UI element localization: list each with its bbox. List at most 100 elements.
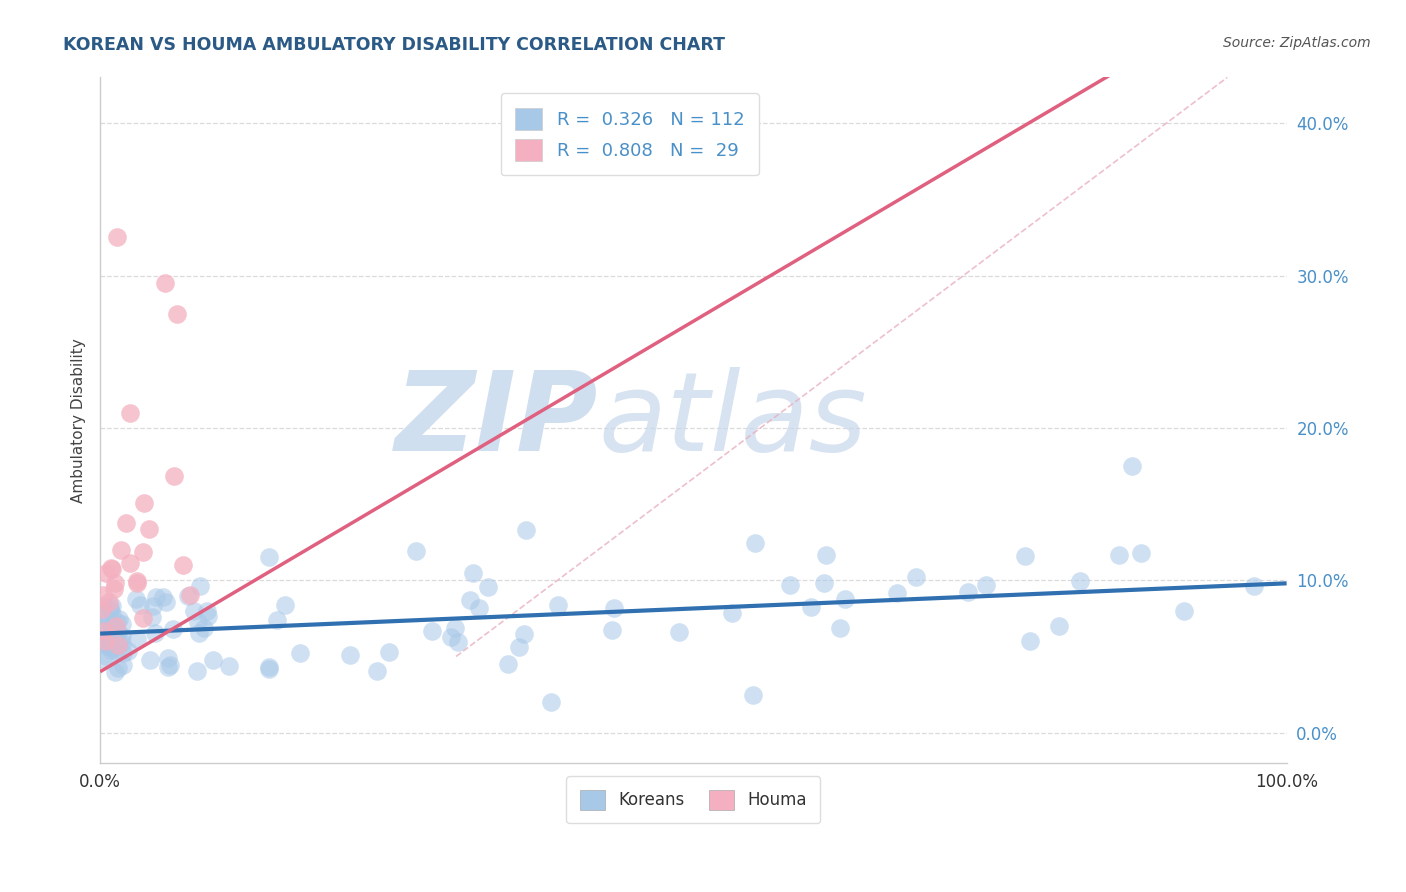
Point	[103, 582, 125, 597]
Point	[195, 604, 218, 618]
Point	[96, 640, 118, 654]
Point	[886, 586, 908, 600]
Point	[547, 598, 569, 612]
Point	[132, 544, 155, 558]
Point	[814, 549, 837, 563]
Point	[152, 590, 174, 604]
Point	[93, 624, 115, 638]
Point	[131, 611, 153, 625]
Point	[156, 659, 179, 673]
Point	[101, 562, 124, 576]
Point	[834, 592, 856, 607]
Point	[266, 613, 288, 627]
Point	[904, 570, 927, 584]
Point	[103, 629, 125, 643]
Point	[105, 615, 128, 630]
Text: atlas: atlas	[599, 367, 868, 474]
Point	[188, 626, 211, 640]
Point	[107, 661, 129, 675]
Point	[156, 651, 179, 665]
Point	[177, 589, 200, 603]
Point	[721, 606, 744, 620]
Point	[162, 623, 184, 637]
Point	[600, 623, 623, 637]
Point	[143, 625, 166, 640]
Point	[603, 600, 626, 615]
Point	[105, 643, 128, 657]
Point	[461, 566, 484, 581]
Point	[107, 638, 129, 652]
Point	[405, 543, 427, 558]
Point	[111, 617, 134, 632]
Point	[974, 578, 997, 592]
Point	[1069, 574, 1091, 588]
Point	[111, 658, 134, 673]
Point	[741, 688, 763, 702]
Point	[94, 635, 117, 649]
Point	[104, 665, 127, 679]
Point	[378, 645, 401, 659]
Point	[420, 624, 443, 639]
Point	[813, 576, 835, 591]
Text: ZIP: ZIP	[395, 367, 599, 474]
Point	[172, 558, 194, 572]
Point	[96, 615, 118, 630]
Point	[477, 580, 499, 594]
Point	[166, 307, 188, 321]
Text: Source: ZipAtlas.com: Source: ZipAtlas.com	[1223, 36, 1371, 50]
Point	[101, 599, 124, 613]
Point	[1121, 458, 1143, 473]
Point	[127, 574, 149, 588]
Point	[91, 588, 114, 602]
Point	[179, 588, 201, 602]
Point	[101, 607, 124, 621]
Point	[125, 591, 148, 606]
Point	[828, 621, 851, 635]
Point	[257, 662, 280, 676]
Y-axis label: Ambulatory Disability: Ambulatory Disability	[72, 338, 86, 503]
Point	[155, 595, 177, 609]
Point	[513, 627, 536, 641]
Point	[105, 618, 128, 632]
Point	[138, 522, 160, 536]
Point	[508, 640, 530, 654]
Point	[800, 599, 823, 614]
Point	[139, 652, 162, 666]
Point	[197, 609, 219, 624]
Point	[100, 643, 122, 657]
Point	[188, 579, 211, 593]
Point	[125, 632, 148, 646]
Point	[1014, 549, 1036, 563]
Point	[100, 621, 122, 635]
Point	[111, 636, 134, 650]
Point	[110, 542, 132, 557]
Point	[120, 556, 142, 570]
Point	[96, 566, 118, 580]
Point	[91, 602, 114, 616]
Point	[98, 602, 121, 616]
Point	[540, 695, 562, 709]
Point	[141, 610, 163, 624]
Point	[1173, 604, 1195, 618]
Point	[101, 618, 124, 632]
Point	[128, 598, 150, 612]
Point	[515, 524, 537, 538]
Point	[193, 621, 215, 635]
Point	[101, 640, 124, 655]
Point	[104, 576, 127, 591]
Point	[101, 633, 124, 648]
Point	[98, 632, 121, 647]
Point	[288, 647, 311, 661]
Point	[187, 615, 209, 630]
Point	[94, 634, 117, 648]
Point	[112, 646, 135, 660]
Point	[159, 658, 181, 673]
Point	[108, 612, 131, 626]
Point	[447, 635, 470, 649]
Point	[257, 660, 280, 674]
Point	[186, 664, 208, 678]
Point	[1130, 546, 1153, 560]
Point	[440, 631, 463, 645]
Point	[94, 648, 117, 663]
Point	[468, 600, 491, 615]
